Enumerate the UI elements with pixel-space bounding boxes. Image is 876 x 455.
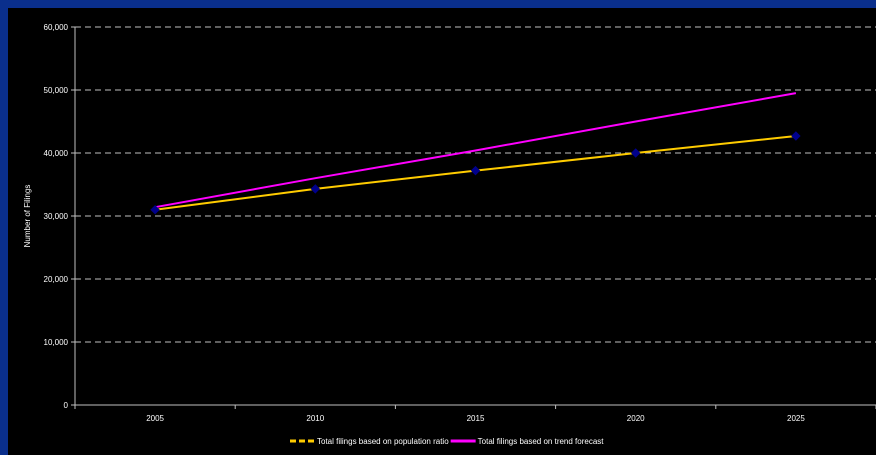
- data-point: [630, 148, 641, 158]
- data-point: [791, 131, 801, 141]
- y-tick-label: 60,000: [44, 23, 69, 32]
- x-tick-labels: 2005 2010 2015 2020 2025: [146, 414, 805, 423]
- x-tick-label: 2015: [467, 414, 485, 423]
- y-tick-label: 0: [64, 401, 69, 410]
- y-axis-title: Number of Filings: [23, 185, 32, 248]
- x-tick-label: 2025: [787, 414, 805, 423]
- data-point: [310, 184, 321, 194]
- y-tick-label: 30,000: [44, 212, 69, 221]
- legend-label: Total filings based on trend forecast: [478, 437, 605, 446]
- x-tick-label: 2005: [146, 414, 164, 423]
- series-lines: [154, 92, 797, 211]
- x-tick-label: 2020: [627, 414, 645, 423]
- legend-label: Total filings based on population ratio: [317, 437, 449, 446]
- y-tick-labels: 0 10,000 20,000 30,000 40,000 50,000 60,000: [44, 23, 69, 410]
- legend: Total filings based on population ratio T…: [290, 437, 604, 446]
- y-tick-label: 40,000: [44, 149, 69, 158]
- y-tick-label: 10,000: [44, 338, 69, 347]
- series-markers: [150, 131, 801, 215]
- legend-item-2: Total filings based on trend forecast: [450, 437, 605, 446]
- x-tick-label: 2010: [306, 414, 324, 423]
- axes: [71, 26, 876, 409]
- y-tick-label: 50,000: [44, 86, 69, 95]
- grid-lines: [75, 26, 876, 343]
- y-tick-label: 20,000: [44, 275, 69, 284]
- chart-frame: 0 10,000 20,000 30,000 40,000 50,000 60,000 20…: [8, 8, 876, 455]
- data-point: [150, 204, 160, 215]
- data-point: [470, 165, 481, 176]
- series-line-2: [154, 92, 797, 209]
- line-chart: 0 10,000 20,000 30,000 40,000 50,000 60,000 20…: [23, 23, 876, 446]
- legend-item-1: Total filings based on population ratio: [290, 437, 449, 446]
